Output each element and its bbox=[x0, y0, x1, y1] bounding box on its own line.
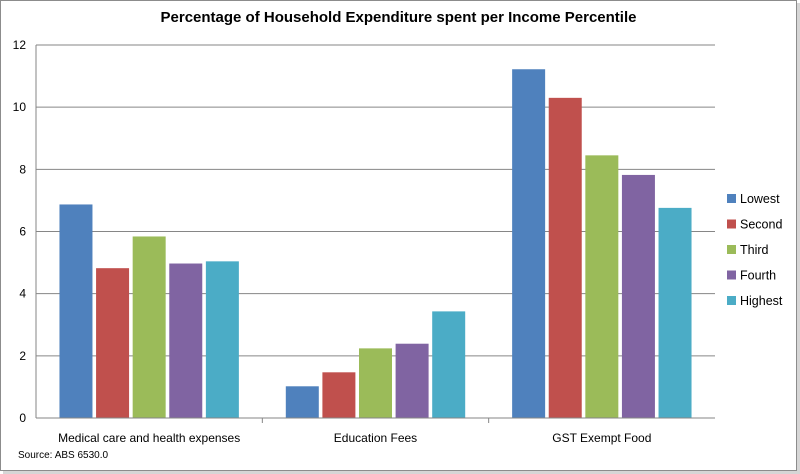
y-tick-label: 2 bbox=[19, 349, 26, 363]
x-tick-label: GST Exempt Food bbox=[552, 431, 651, 445]
legend-label-second: Second bbox=[740, 218, 782, 232]
bar-fourth-2 bbox=[395, 343, 429, 418]
bar-highest-1 bbox=[205, 261, 239, 418]
y-tick-label: 0 bbox=[19, 411, 26, 425]
legend-label-third: Third bbox=[740, 243, 769, 257]
y-tick-label: 12 bbox=[13, 38, 27, 52]
bar-lowest-2 bbox=[285, 386, 319, 418]
bar-third-3 bbox=[585, 155, 619, 419]
frame-shadow-right bbox=[797, 3, 800, 474]
legend-label-fourth: Fourth bbox=[740, 269, 776, 283]
y-tick-label: 10 bbox=[13, 100, 27, 114]
legend-swatch-highest bbox=[727, 296, 736, 305]
bar-second-2 bbox=[322, 372, 356, 418]
frame-shadow-bottom bbox=[3, 471, 800, 474]
bar-lowest-3 bbox=[512, 69, 546, 419]
bar-second-1 bbox=[96, 268, 130, 418]
x-tick-label: Medical care and health expenses bbox=[58, 431, 240, 445]
bar-fourth-1 bbox=[169, 263, 203, 418]
bar-second-3 bbox=[548, 97, 582, 418]
legend-label-lowest: Lowest bbox=[740, 192, 780, 206]
y-tick-label: 6 bbox=[19, 225, 26, 239]
y-tick-label: 4 bbox=[19, 287, 26, 301]
legend-label-highest: Highest bbox=[740, 294, 783, 308]
bar-highest-2 bbox=[432, 311, 466, 418]
legend-swatch-fourth bbox=[727, 270, 736, 280]
bar-third-1 bbox=[132, 236, 166, 418]
bar-lowest-1 bbox=[59, 204, 93, 418]
bars bbox=[59, 69, 692, 419]
y-tick-label: 8 bbox=[19, 162, 26, 176]
bar-fourth-3 bbox=[621, 174, 655, 418]
bar-highest-3 bbox=[658, 207, 692, 418]
chart-title: Percentage of Household Expenditure spen… bbox=[160, 9, 637, 26]
bar-third-2 bbox=[359, 348, 392, 418]
source-note: Source: ABS 6530.0 bbox=[18, 450, 109, 461]
legend-swatch-second bbox=[727, 219, 736, 229]
legend-swatch-third bbox=[727, 245, 736, 254]
legend-swatch-lowest bbox=[727, 194, 736, 203]
axes: 0 2 4 6 8 10 12 Medical care and health expense… bbox=[13, 38, 715, 445]
x-tick-label: Education Fees bbox=[334, 431, 417, 445]
legend: Lowest Second Third Fourth Highest bbox=[727, 192, 783, 308]
